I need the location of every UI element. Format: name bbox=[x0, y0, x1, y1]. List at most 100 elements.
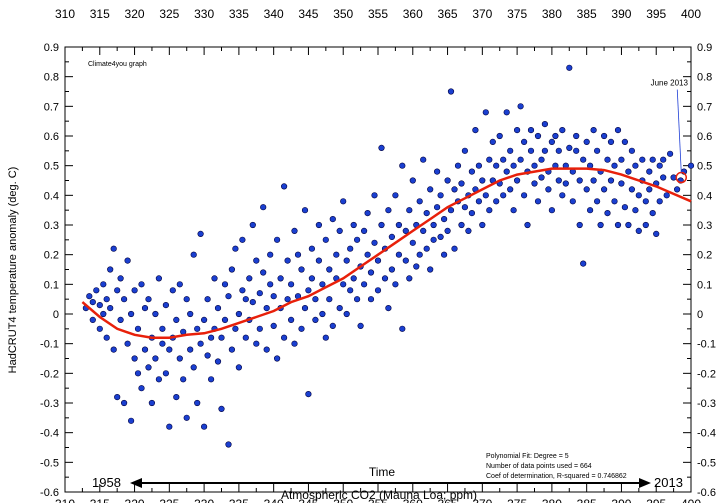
data-point bbox=[423, 245, 430, 252]
data-point bbox=[329, 216, 336, 223]
x-tick-label-bottom-310: 310 bbox=[55, 497, 75, 503]
data-point bbox=[284, 296, 291, 303]
y-tick-label-left-0.3: 0.3 bbox=[44, 220, 59, 232]
data-point bbox=[214, 358, 222, 365]
data-point bbox=[513, 127, 521, 134]
data-point bbox=[503, 109, 510, 116]
data-point bbox=[197, 230, 204, 237]
data-point bbox=[468, 168, 476, 175]
y-tick-label-right--0.1: -0.1 bbox=[697, 339, 716, 351]
data-point bbox=[228, 346, 235, 353]
data-point bbox=[194, 325, 201, 332]
x-tick-label-top-395: 395 bbox=[646, 7, 666, 21]
y-tick-label-right-0.6: 0.6 bbox=[697, 131, 712, 143]
data-point bbox=[155, 275, 162, 282]
data-point bbox=[569, 198, 576, 205]
data-point bbox=[110, 245, 117, 252]
axis-ticks: 310 310 315 315 320 320 325 325 330 330 335 335 340 3… bbox=[40, 7, 716, 503]
x-tick-label-bottom-315: 315 bbox=[90, 497, 110, 503]
time-arrow-left-head bbox=[130, 478, 142, 488]
data-point bbox=[221, 316, 229, 324]
data-point bbox=[635, 227, 642, 234]
data-point bbox=[559, 127, 566, 134]
r-squared-text: Coef of determination, R-squared = 0.746… bbox=[486, 473, 627, 480]
data-point bbox=[159, 340, 166, 347]
data-point bbox=[527, 127, 535, 134]
data-point bbox=[541, 147, 549, 154]
data-point bbox=[378, 221, 385, 229]
data-point bbox=[239, 236, 246, 243]
data-point bbox=[399, 162, 406, 169]
data-point bbox=[201, 316, 208, 324]
data-point bbox=[93, 287, 100, 294]
x-tick-label-bottom-345: 345 bbox=[298, 497, 318, 503]
data-point bbox=[288, 316, 295, 324]
data-point bbox=[176, 355, 183, 362]
data-point bbox=[336, 227, 343, 234]
data-point bbox=[489, 138, 496, 145]
x-tick-label-top-325: 325 bbox=[159, 7, 179, 21]
data-point bbox=[430, 221, 437, 229]
data-point bbox=[180, 376, 187, 383]
x-tick-label-top-375: 375 bbox=[507, 7, 527, 21]
data-point bbox=[308, 275, 316, 282]
y-tick-label-right-0.1: 0.1 bbox=[697, 279, 712, 291]
data-point bbox=[413, 263, 420, 270]
data-point bbox=[385, 305, 392, 312]
data-point bbox=[479, 177, 486, 184]
data-point bbox=[235, 310, 242, 318]
data-point bbox=[291, 227, 298, 234]
data-point bbox=[298, 266, 305, 273]
data-point bbox=[441, 216, 448, 223]
data-point bbox=[187, 310, 194, 318]
data-point bbox=[437, 192, 444, 199]
data-point bbox=[486, 156, 493, 163]
data-point bbox=[86, 293, 93, 300]
data-point bbox=[235, 364, 242, 371]
data-point bbox=[305, 391, 312, 398]
data-point bbox=[548, 207, 556, 214]
data-point bbox=[354, 236, 361, 243]
data-point bbox=[100, 310, 107, 318]
data-point bbox=[496, 132, 503, 140]
time-arrow-right-head bbox=[639, 478, 651, 488]
data-point bbox=[242, 334, 249, 341]
x-tick-label-top-360: 360 bbox=[403, 7, 423, 21]
data-point bbox=[256, 290, 263, 297]
data-point bbox=[225, 293, 232, 300]
data-point bbox=[187, 346, 194, 353]
data-point bbox=[361, 227, 368, 234]
data-point bbox=[534, 132, 542, 140]
data-point bbox=[510, 162, 517, 169]
data-point bbox=[454, 162, 462, 169]
data-point bbox=[319, 310, 326, 318]
watermark-text: Climate4you graph bbox=[88, 61, 147, 68]
y-tick-label-right-0.5: 0.5 bbox=[697, 161, 712, 173]
data-point bbox=[548, 138, 556, 145]
data-point bbox=[159, 325, 166, 332]
data-point bbox=[444, 177, 451, 184]
data-point bbox=[427, 266, 434, 273]
data-point bbox=[211, 275, 218, 282]
data-point bbox=[593, 147, 601, 154]
data-point bbox=[329, 322, 336, 330]
data-point bbox=[131, 355, 138, 362]
data-point bbox=[618, 156, 625, 163]
data-point bbox=[507, 147, 514, 154]
data-point bbox=[218, 405, 225, 413]
data-point bbox=[89, 316, 96, 324]
data-point bbox=[120, 296, 128, 303]
data-point bbox=[520, 138, 528, 145]
y-tick-label-left--0.5: -0.5 bbox=[40, 457, 59, 469]
data-point bbox=[406, 275, 413, 282]
data-point bbox=[600, 186, 608, 193]
y-tick-label-right--0.5: -0.5 bbox=[697, 457, 716, 469]
x-tick-label-top-385: 385 bbox=[577, 7, 597, 21]
x-tick-label-bottom-385: 385 bbox=[577, 497, 597, 503]
data-point bbox=[618, 180, 625, 187]
data-point bbox=[312, 296, 319, 303]
x-tick-label-top-330: 330 bbox=[194, 7, 214, 21]
data-point bbox=[545, 186, 552, 193]
x-tick-label-bottom-350: 350 bbox=[333, 497, 353, 503]
